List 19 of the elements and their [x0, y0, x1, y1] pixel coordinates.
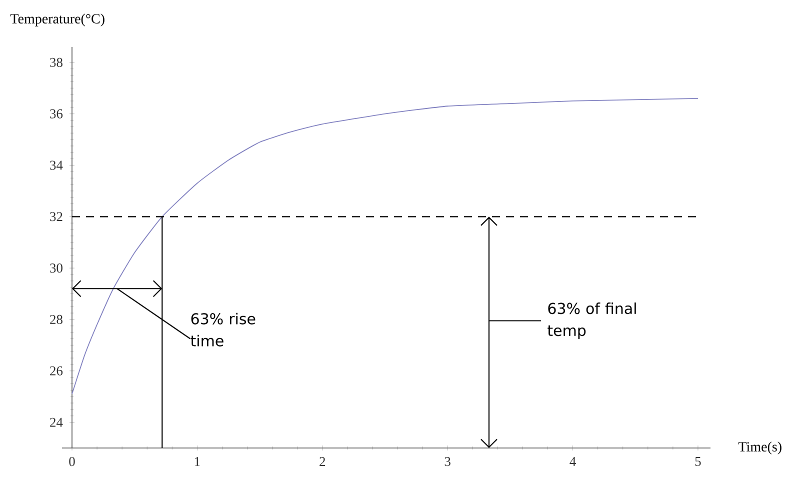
y-tick-label: 30: [50, 264, 62, 273]
x-tick-label: 5: [695, 457, 701, 466]
line-series: [72, 98, 698, 394]
y-tick-label: 26: [50, 366, 63, 376]
y-tick-label: 38: [50, 58, 62, 67]
x-tick-label: 1: [195, 457, 200, 466]
x-axis-title: Time(s): [738, 442, 782, 454]
y-axis-title: Temperature(°C): [10, 14, 104, 26]
y-tick-label: 36: [50, 109, 63, 118]
x-tick-label: 2: [320, 457, 326, 466]
y-tick-label: 32: [50, 212, 62, 222]
x-tick-label: 0: [69, 457, 75, 466]
y-tick-label: 24: [50, 418, 63, 427]
annotation: 63% rise time: [190, 312, 256, 346]
annotation: 63% of final temp: [548, 302, 636, 340]
x-tick-label: 4: [570, 457, 576, 466]
y-tick-label: 28: [50, 314, 62, 324]
x-tick-label: 3: [444, 457, 450, 466]
y-tick-label: 34: [50, 160, 63, 170]
